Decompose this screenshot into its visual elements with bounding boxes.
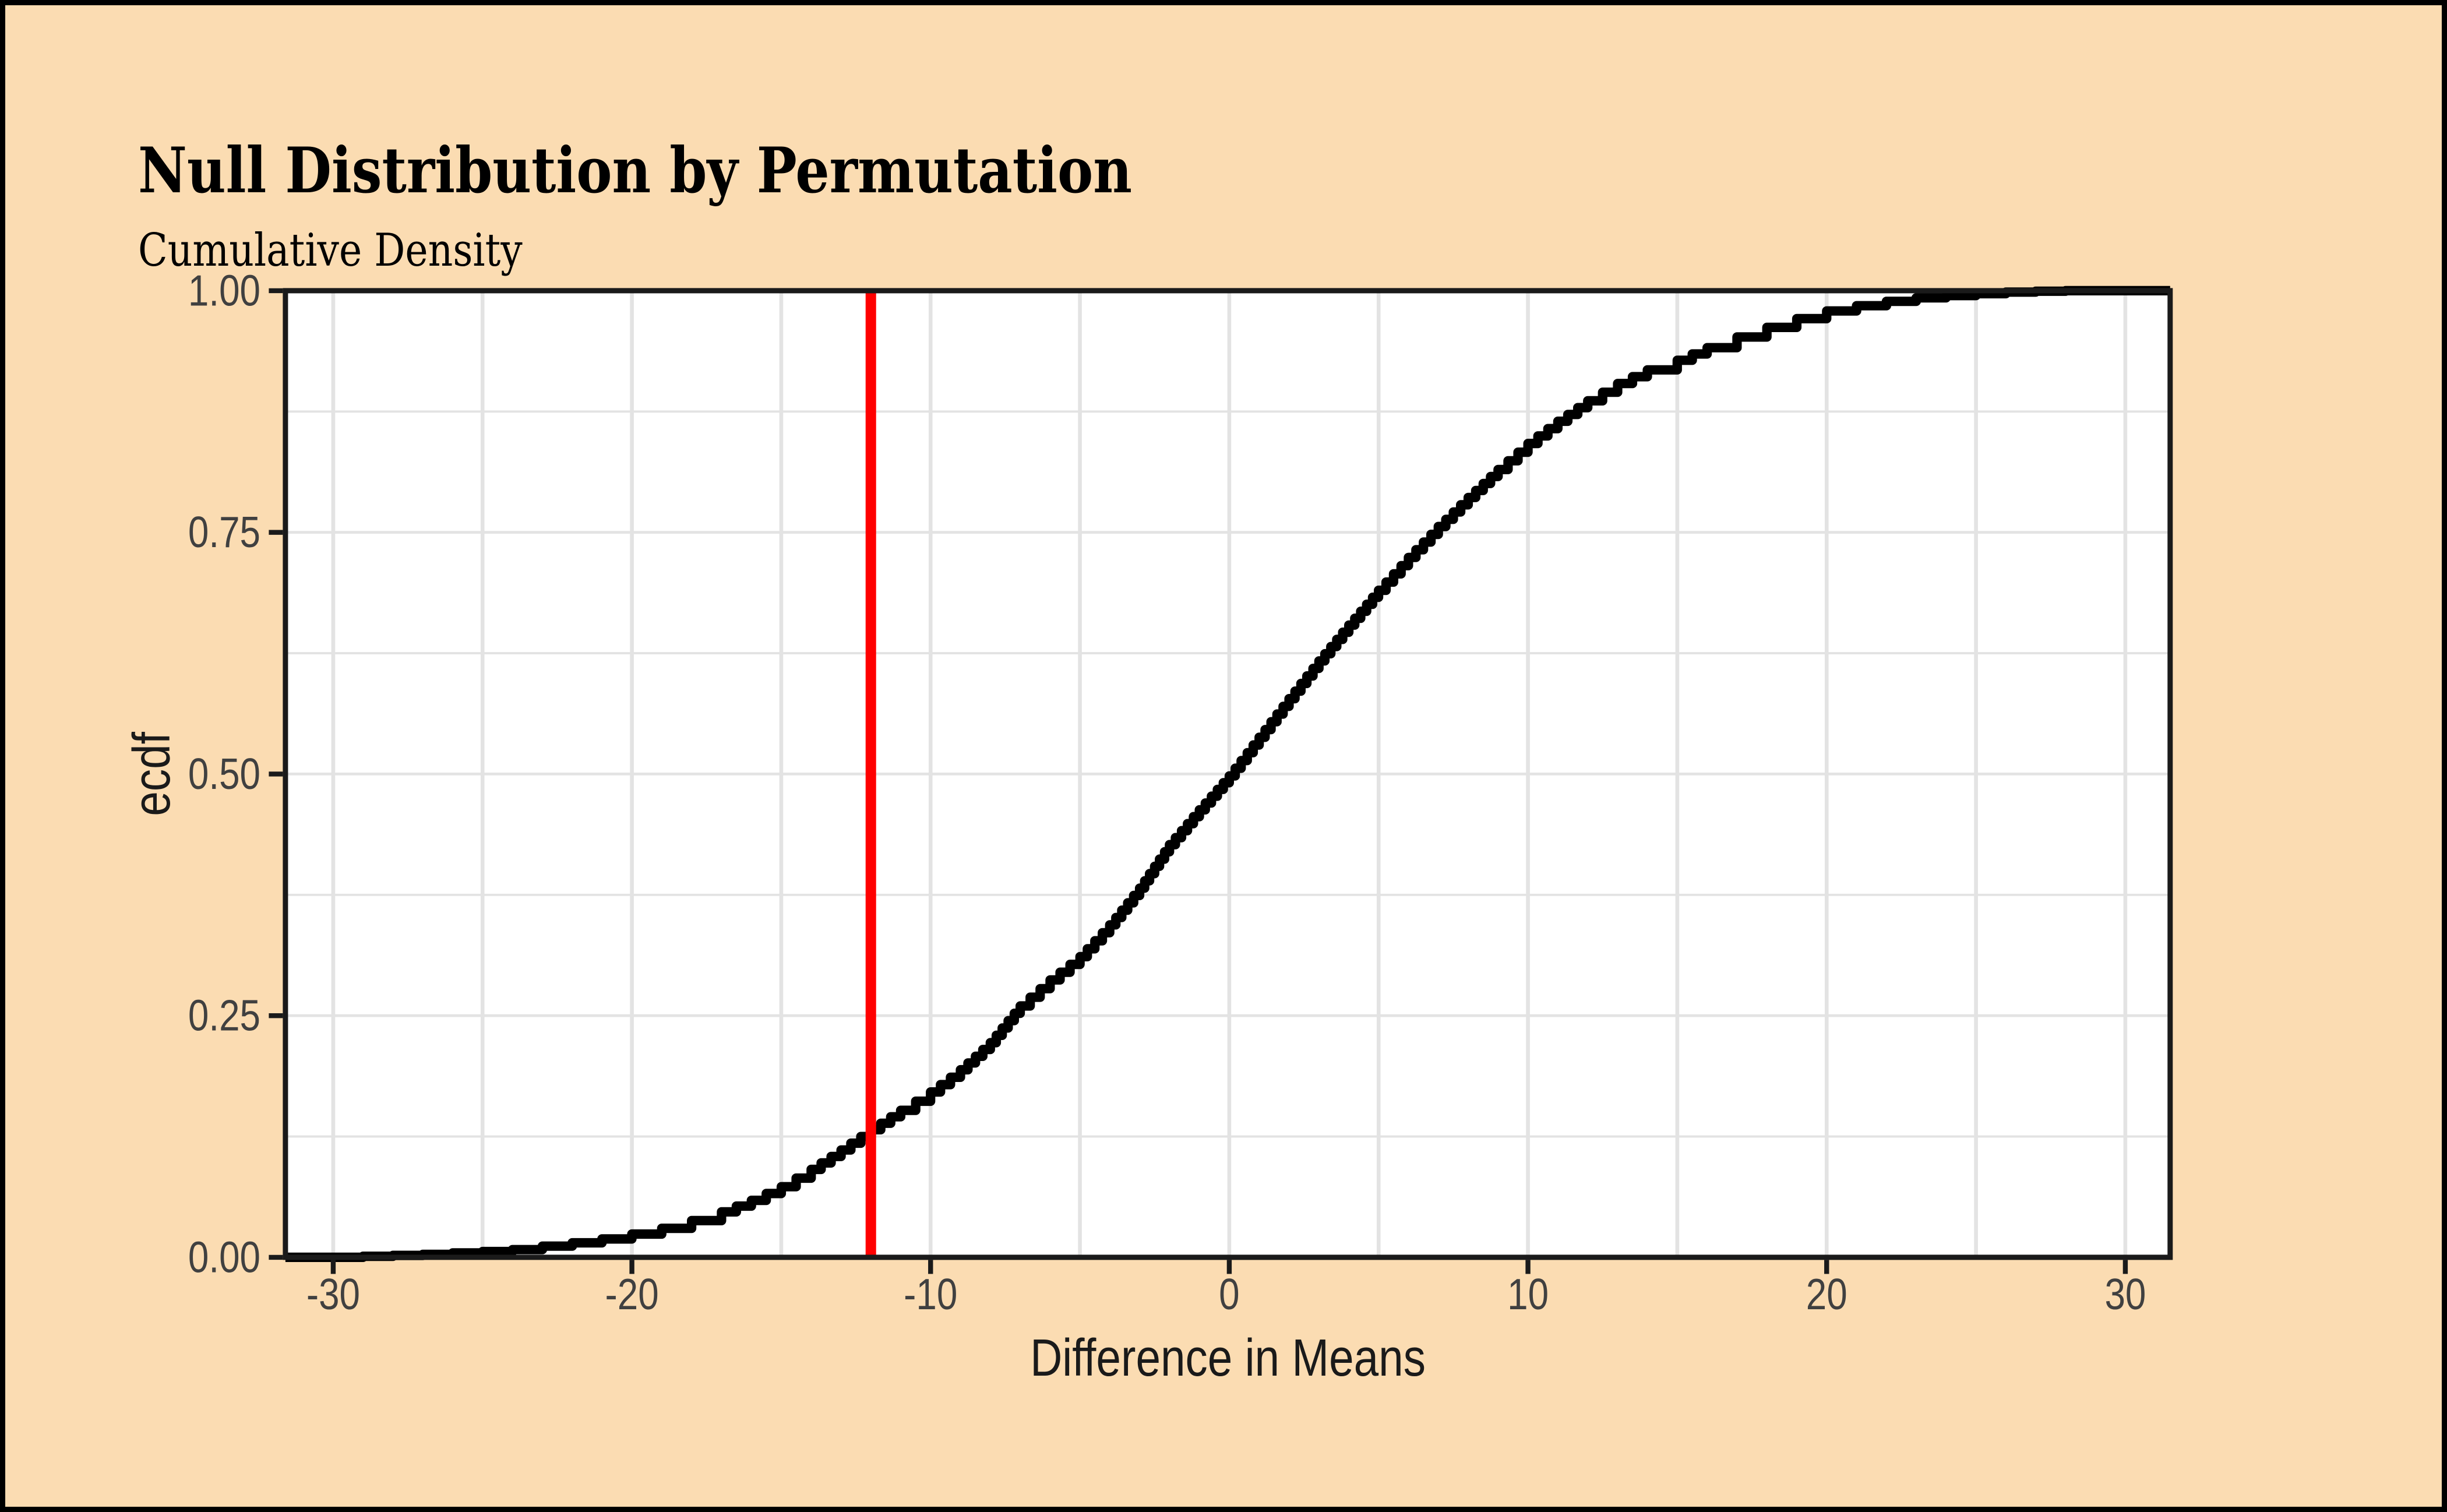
y-tick-label: 1.00 (188, 266, 260, 315)
x-tick-label: -30 (306, 1270, 360, 1319)
x-tick-label: -10 (904, 1270, 957, 1319)
chart-title: Null Distribution by Permutation (138, 133, 1132, 207)
x-tick-label: 0 (1219, 1270, 1239, 1319)
axes-layer: -30 -20 -10 0 10 20 30 0.00 0.25 0.50 0.75 1.00 (188, 266, 2146, 1319)
x-tick-label: 30 (2104, 1270, 2146, 1319)
x-tick-label: -20 (605, 1270, 659, 1319)
panel-border-layer (283, 288, 2173, 1260)
chart-subtitle: Cumulative Density (138, 224, 523, 277)
panel-border (283, 288, 2173, 1260)
y-tick-label: 0.75 (188, 507, 260, 556)
series-layer (285, 286, 2170, 1262)
x-axis-title: Difference in Means (1030, 1328, 1426, 1387)
x-tick-label: 10 (1507, 1270, 1549, 1319)
ecdf-curve (285, 286, 2170, 1262)
y-tick-label: 0.25 (188, 991, 260, 1040)
y-tick-label: 0.00 (188, 1233, 260, 1282)
x-tick-label: 20 (1806, 1270, 1847, 1319)
y-axis-title: ecdf (122, 731, 181, 816)
y-tick-label: 0.50 (188, 749, 260, 798)
